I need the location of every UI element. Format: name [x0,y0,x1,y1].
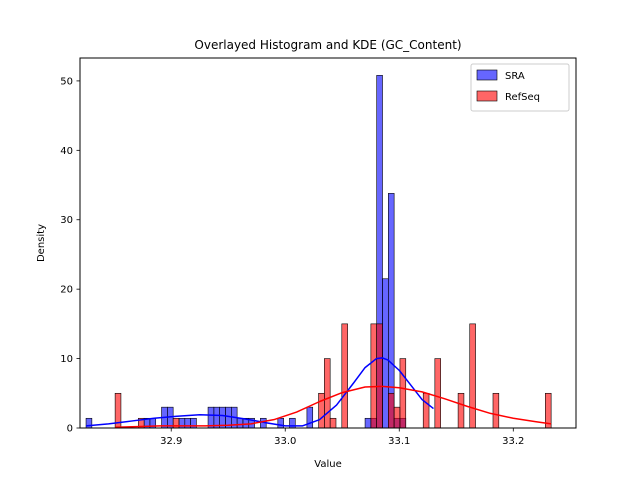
y-tick-label-5: 50 [60,76,73,87]
refseq-bar-13 [434,358,441,429]
y-tick-label-2: 20 [60,285,73,296]
x-axis-label: Value [314,459,341,470]
refseq-kde-line [115,385,552,429]
sra-kde-line [85,357,434,427]
legend: SRA RefSeq [470,63,570,112]
kde-lines [85,357,552,429]
sra-bar-8 [207,406,215,429]
sra-bar-19 [306,406,314,429]
refseq-bar-12 [422,392,430,429]
y-tick-label-3: 30 [60,215,73,226]
plot-frame [79,57,577,429]
refseq-bar-15 [469,323,476,429]
y-tick-label-0: 0 [67,424,73,435]
sra-bar-17 [277,417,284,429]
y-axis-ticks: 0 10 20 30 40 50 [60,76,80,435]
refseq-bar-4 [324,358,331,429]
refseq-bar-16 [492,392,500,429]
refseq-bar-10 [393,406,401,429]
legend-label-sra: SRA [505,71,525,82]
y-tick-label-4: 40 [60,146,73,157]
refseq-bar-3 [318,392,325,429]
y-tick-label-1: 10 [60,354,73,365]
refseq-bar-7 [370,323,377,429]
refseq-bar-9 [388,392,395,429]
y-axis-label: Density [36,224,47,262]
x-tick-label-1: 33.0 [274,436,296,447]
legend-label-refseq: RefSeq [505,92,540,103]
x-tick-label-2: 33.1 [388,436,410,447]
sra-bar-24 [388,193,395,429]
x-tick-label-0: 32.9 [160,436,182,447]
refseq-bar-8 [376,323,383,429]
legend-swatch-sra [476,69,498,81]
refseq-bar-5 [329,417,337,429]
refseq-bar-6 [341,323,348,429]
refseq-bar-14 [457,392,465,429]
sra-bar-20 [364,417,372,429]
x-tick-label-3: 33.2 [502,436,524,447]
sra-bar-13 [236,417,244,429]
x-axis-ticks: 32.9 33.0 33.1 33.2 [160,428,524,447]
sra-bar-23 [382,278,389,429]
refseq-bar-11 [399,358,407,429]
legend-swatch-refseq [476,90,498,102]
chart-title: Overlayed Histogram and KDE (GC_Content) [194,38,461,52]
